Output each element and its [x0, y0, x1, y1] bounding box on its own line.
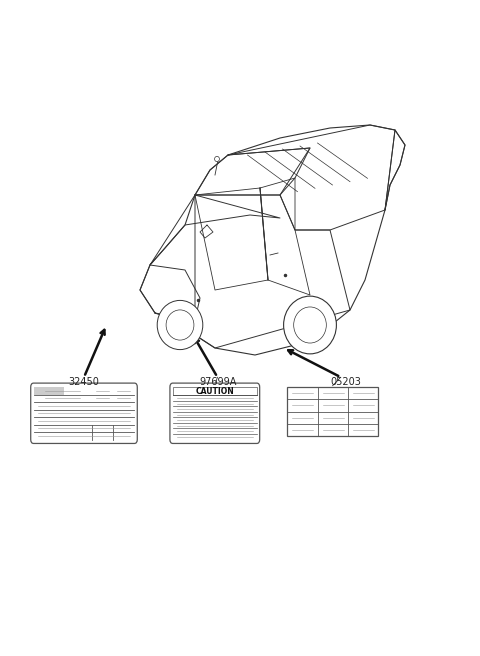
Bar [287, 387, 378, 436]
FancyBboxPatch shape [31, 383, 137, 443]
Text: CAUTION: CAUTION [195, 387, 234, 396]
FancyBboxPatch shape [170, 383, 260, 443]
Text: 97699A: 97699A [200, 377, 237, 387]
Ellipse shape [294, 307, 326, 343]
Ellipse shape [284, 296, 336, 354]
Bar [34, 387, 64, 396]
Ellipse shape [157, 300, 203, 350]
Ellipse shape [166, 310, 194, 340]
Bar [173, 387, 257, 396]
Text: 32450: 32450 [69, 377, 99, 387]
Ellipse shape [215, 156, 219, 161]
Text: 05203: 05203 [330, 377, 361, 387]
